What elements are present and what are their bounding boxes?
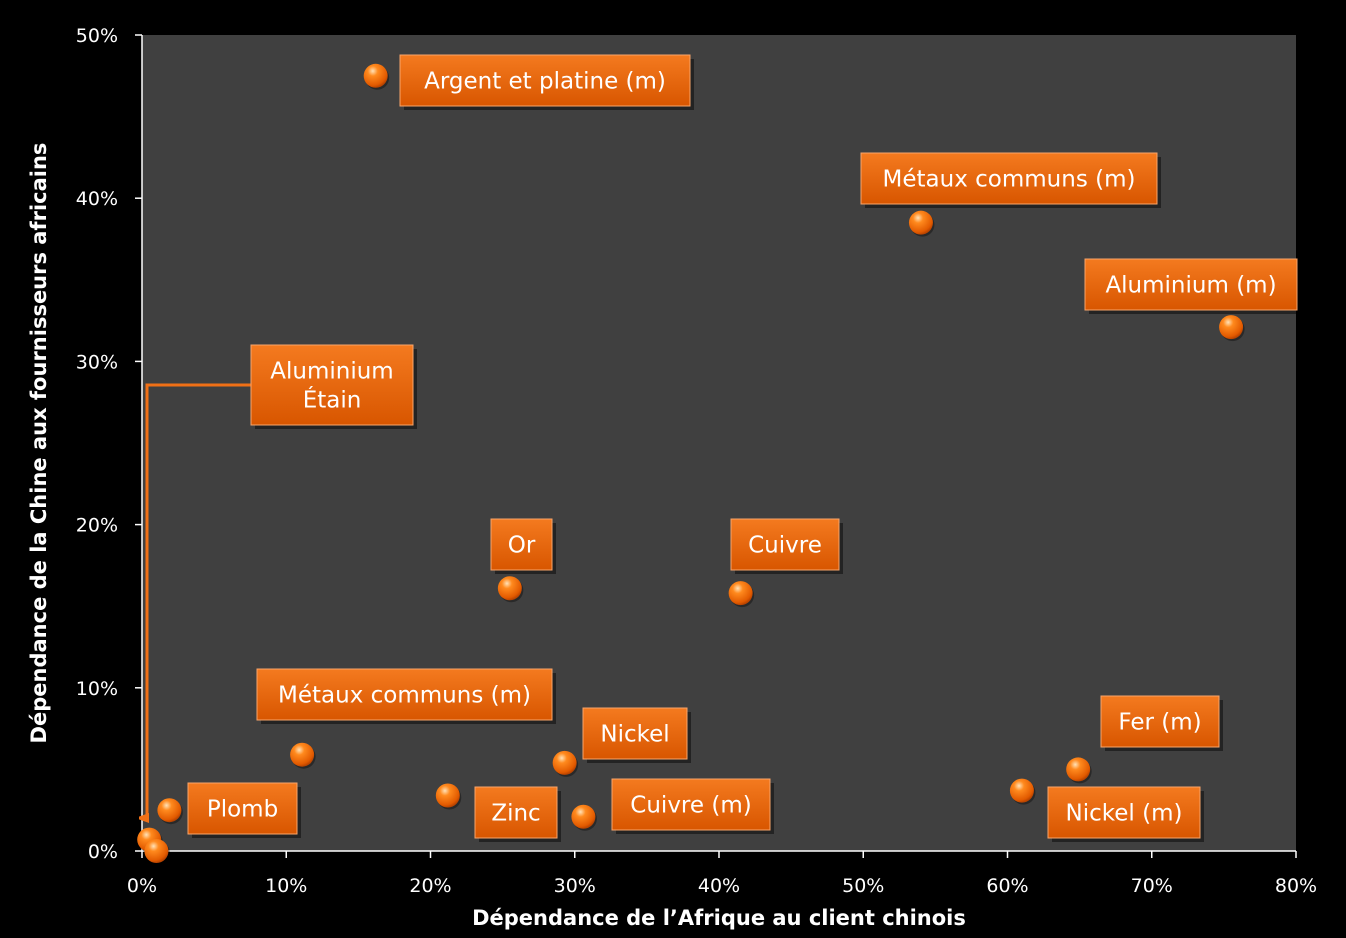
x-tick-label: 0% xyxy=(127,875,157,897)
point-label-text: Zinc xyxy=(491,801,540,827)
point-label-text: Étain xyxy=(303,386,362,414)
x-tick-label: 30% xyxy=(554,875,596,897)
point-label-text: Plomb xyxy=(207,797,278,823)
point-label-text: Métaux communs (m) xyxy=(278,683,531,709)
x-tick-label: 40% xyxy=(698,875,740,897)
point-label-text: Nickel xyxy=(600,722,669,748)
label-box xyxy=(250,344,414,426)
data-point xyxy=(157,798,182,823)
x-tick-label: 50% xyxy=(842,875,884,897)
leader-arrow xyxy=(147,383,251,818)
label-box xyxy=(256,668,553,721)
x-tick-label: 10% xyxy=(265,875,307,897)
data-point xyxy=(1066,757,1091,782)
data-point xyxy=(363,63,388,88)
y-tick-label: 10% xyxy=(76,678,118,700)
label-box xyxy=(474,786,558,839)
data-point xyxy=(290,742,315,767)
label-box xyxy=(399,54,691,107)
data-point xyxy=(1219,315,1244,340)
point-label-text: Cuivre (m) xyxy=(630,793,751,819)
data-point xyxy=(435,783,460,808)
data-point xyxy=(1009,778,1034,803)
label-box xyxy=(1047,786,1201,839)
label-box xyxy=(582,707,688,760)
point-label-text: Nickel (m) xyxy=(1066,801,1183,827)
y-tick-label: 20% xyxy=(76,515,118,537)
y-tick-label: 0% xyxy=(88,841,118,863)
x-tick-label: 20% xyxy=(409,875,451,897)
point-label-text: Argent et platine (m) xyxy=(424,69,666,95)
label-box xyxy=(611,778,771,831)
y-tick-label: 40% xyxy=(76,188,118,210)
point-label-text: Fer (m) xyxy=(1118,710,1201,736)
y-tick-label: 50% xyxy=(76,25,118,47)
data-point xyxy=(571,804,596,829)
point-label-text: Métaux communs (m) xyxy=(883,167,1136,193)
y-tick-label: 30% xyxy=(76,351,118,373)
data-point xyxy=(728,581,753,606)
data-point xyxy=(908,210,933,235)
data-points xyxy=(137,63,1245,865)
label-box xyxy=(730,518,840,571)
label-box xyxy=(187,782,298,835)
label-box xyxy=(1084,258,1298,311)
data-point xyxy=(552,750,577,775)
label-box xyxy=(490,518,553,571)
point-label-text: Aluminium xyxy=(270,359,393,385)
y-axis-title: Dépendance de la Chine aux fournisseurs … xyxy=(27,143,51,744)
label-box xyxy=(860,152,1158,205)
leader-line-group xyxy=(147,383,251,818)
x-tick-label: 70% xyxy=(1131,875,1173,897)
point-labels: Argent et platine (m) Métaux communs (m) A… xyxy=(187,54,1301,842)
data-point xyxy=(144,839,169,863)
axis-ticks: 0% 10% 20% 30% 40% 50% 60% 70% 80% 0% 10% 20% 30% 40%… xyxy=(76,25,1317,897)
data-point xyxy=(497,576,522,601)
point-label-text: Aluminium (m) xyxy=(1105,273,1276,299)
point-label-text: Or xyxy=(508,533,536,559)
x-axis-title: Dépendance de l’Afrique au client chinoi… xyxy=(472,906,966,930)
point-label-text: Cuivre xyxy=(748,533,822,559)
x-tick-label: 80% xyxy=(1275,875,1317,897)
label-box xyxy=(1100,695,1220,748)
x-tick-label: 60% xyxy=(986,875,1028,897)
